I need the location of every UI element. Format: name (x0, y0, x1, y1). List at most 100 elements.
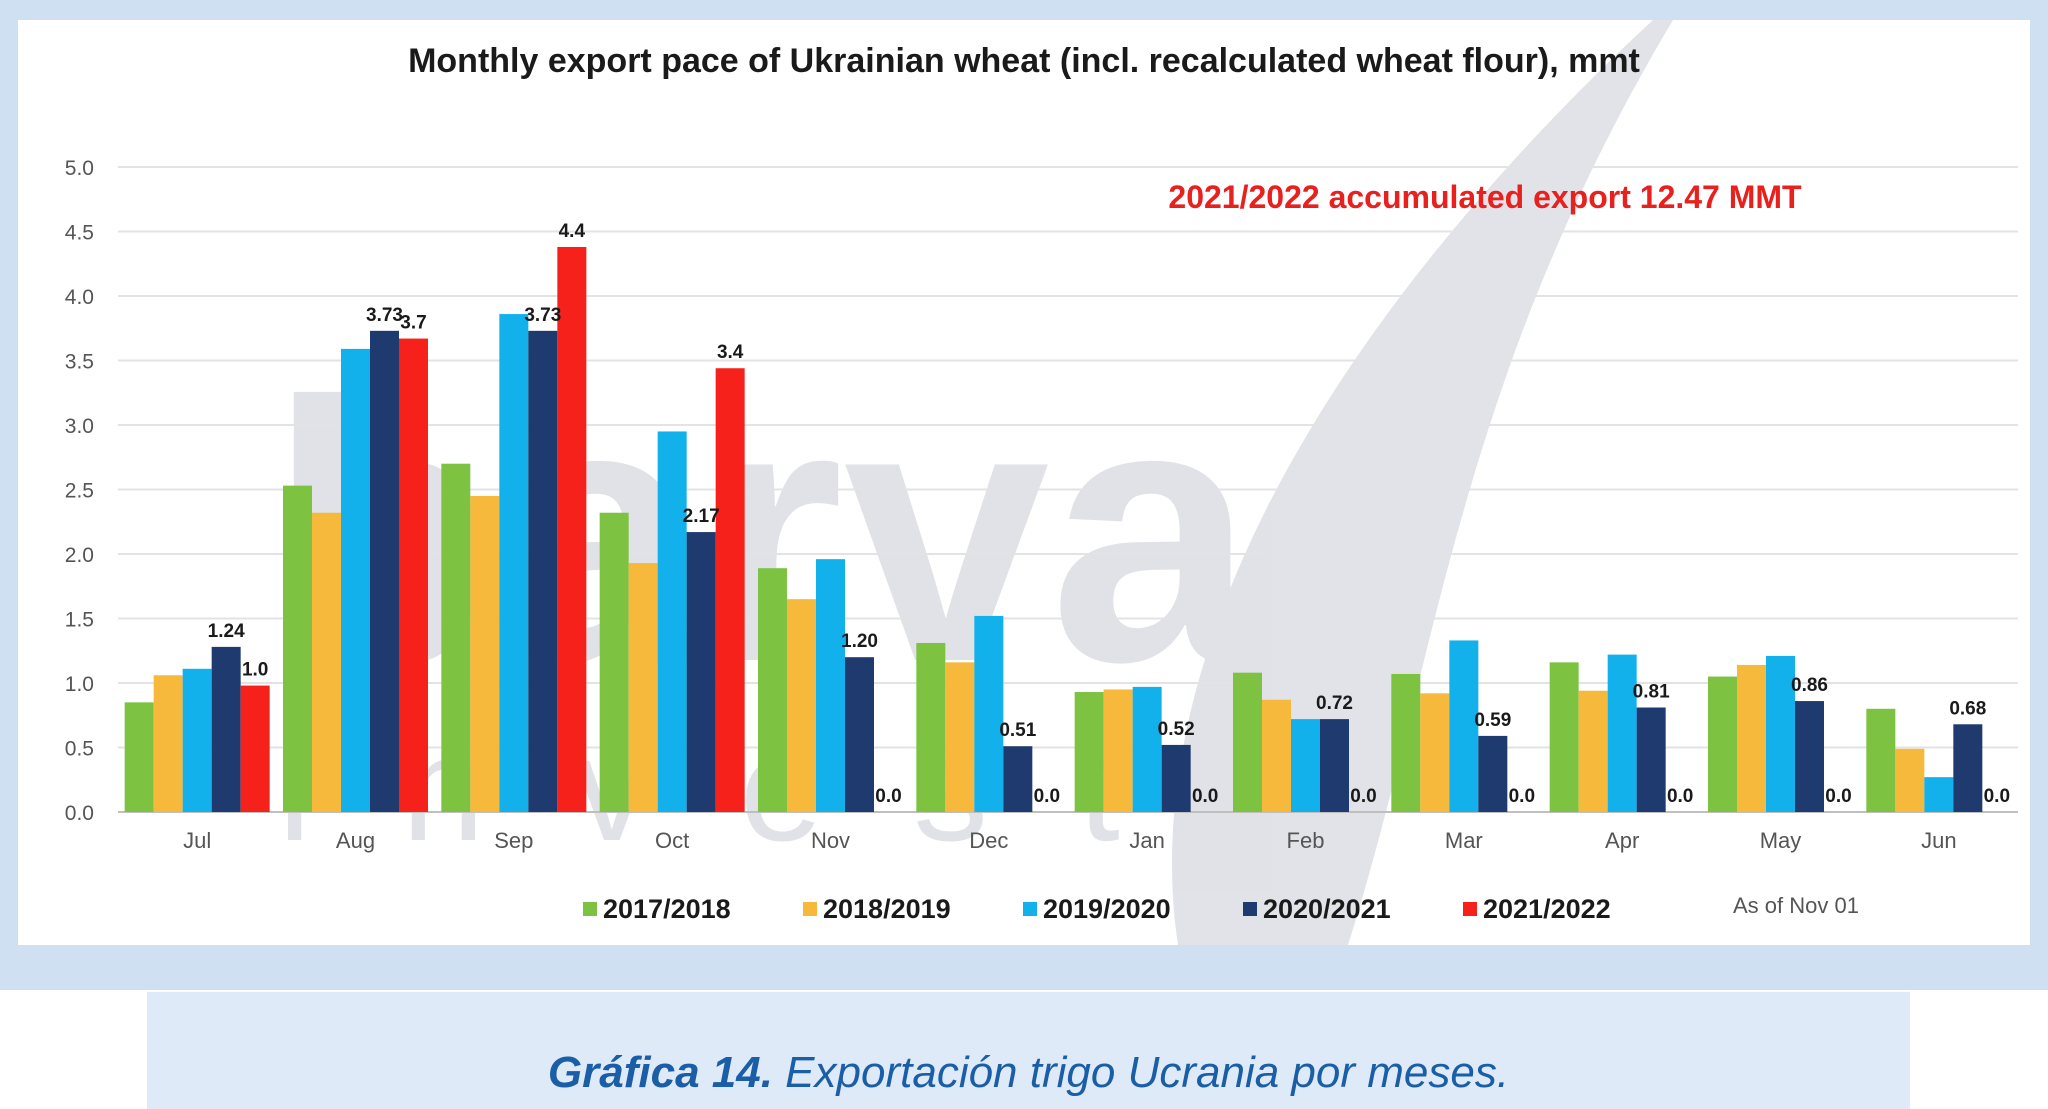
legend-label: 2020/2021 (1263, 894, 1391, 924)
y-tick-label: 3.5 (65, 351, 94, 374)
bar-2017-2018-aug (283, 485, 312, 812)
x-tick-label: Jan (1129, 828, 1164, 853)
grid-layer (118, 166, 2018, 813)
as-of-note: As of Nov 01 (1733, 893, 1859, 918)
y-tick-label: 1.5 (65, 609, 94, 632)
bar-2018-2019-jan (1103, 689, 1133, 812)
x-tick-label: Jun (1921, 828, 1956, 853)
figure-caption: Gráfica 14. Exportación trigo Ucrania po… (147, 1048, 1910, 1098)
bar-2020-2021-apr (1636, 707, 1666, 812)
bar-2018-2019-apr (1578, 690, 1608, 812)
bar-2017-2018-nov (758, 568, 787, 812)
bar-2020-2021-nov (845, 657, 874, 812)
x-tick-label: Sep (494, 828, 533, 853)
bar-2017-2018-sep (441, 463, 471, 812)
legend-swatch (1243, 902, 1257, 916)
bar-2019-2020-aug (341, 348, 370, 812)
data-label: 0.59 (1474, 710, 1511, 731)
bar-2019-2020-nov (816, 559, 845, 812)
data-label: 0.86 (1791, 675, 1828, 696)
bar-2021-2022-jul (240, 685, 270, 812)
data-label: 0.0 (875, 786, 901, 807)
data-label: 0.0 (1667, 786, 1693, 807)
watermark-logo: barva invest (268, 20, 1673, 945)
data-label: 0.0 (1825, 786, 1851, 807)
chart-legend: 2017/2018 2018/2019 2019/2020 2020/2021 2021… (583, 894, 1611, 924)
legend-label: 2017/2018 (603, 894, 731, 924)
data-label: 4.4 (559, 221, 586, 242)
bar-2019-2020-apr (1607, 654, 1637, 812)
data-label: 0.72 (1316, 693, 1353, 714)
data-label: 0.81 (1633, 682, 1670, 703)
legend-swatch (803, 902, 817, 916)
y-tick-label: 5.0 (65, 157, 94, 180)
bar-2017-2018-may (1708, 676, 1737, 812)
bar-2017-2018-jul (124, 702, 154, 812)
data-label: 1.24 (208, 621, 245, 642)
bar-2018-2019-may (1737, 664, 1766, 812)
bar-2020-2021-jan (1161, 744, 1191, 812)
data-label: 0.0 (1034, 786, 1060, 807)
data-label: 3.7 (400, 313, 426, 334)
bar-2018-2019-dec (945, 662, 975, 812)
bar-2017-2018-apr (1549, 662, 1579, 812)
data-label: 1.20 (841, 631, 878, 652)
legend-label: 2019/2020 (1043, 894, 1171, 924)
bar-2017-2018-oct (599, 512, 629, 812)
x-tick-label: Apr (1605, 828, 1639, 853)
bar-2018-2019-jun (1895, 748, 1925, 812)
x-tick-label: Jul (183, 828, 211, 853)
bar-2020-2021-jun (1953, 724, 1983, 812)
chart-title: Monthly export pace of Ukrainian wheat (… (408, 42, 1640, 80)
caption-text: Exportación trigo Ucrania por meses. (772, 1048, 1510, 1097)
bar-2019-2020-feb (1291, 719, 1320, 812)
bar-2017-2018-feb (1233, 672, 1262, 812)
x-tick-label: Feb (1287, 828, 1325, 853)
y-tick-label: 2.0 (65, 544, 94, 567)
bar-2018-2019-nov (787, 599, 816, 812)
x-tick-label: Nov (811, 828, 850, 853)
caption-box: Gráfica 14. Exportación trigo Ucrania po… (147, 992, 1910, 1109)
x-tick-label: Dec (969, 828, 1008, 853)
bar-2018-2019-oct (628, 563, 658, 812)
bar-2019-2020-jun (1924, 777, 1954, 812)
bar-2019-2020-oct (657, 431, 687, 812)
y-tick-label: 3.0 (65, 415, 94, 438)
bar-2019-2020-dec (974, 615, 1004, 812)
bar-2017-2018-dec (916, 643, 946, 812)
data-label: 0.0 (1192, 786, 1218, 807)
legend-label: 2018/2019 (823, 894, 951, 924)
bar-2019-2020-mar (1449, 640, 1479, 812)
data-label: 3.73 (524, 305, 561, 326)
y-tick-label: 4.0 (65, 286, 94, 309)
bar-2021-2022-oct (715, 368, 745, 812)
data-label: 0.0 (1509, 786, 1535, 807)
bar-2020-2021-oct (686, 532, 716, 812)
bar-2018-2019-aug (312, 512, 341, 812)
x-tick-label: Oct (655, 828, 689, 853)
accumulated-export-annotation: 2021/2022 accumulated export 12.47 MMT (1168, 179, 1802, 215)
data-label: 0.0 (1350, 786, 1376, 807)
data-label: 0.0 (1984, 786, 2010, 807)
legend-label: 2021/2022 (1483, 894, 1611, 924)
bar-2020-2021-sep (528, 330, 558, 812)
data-label: 1.0 (242, 660, 268, 681)
y-tick-label: 4.5 (65, 222, 94, 245)
bar-2020-2021-may (1795, 701, 1824, 812)
bar-2019-2020-may (1766, 655, 1795, 812)
bar-2020-2021-dec (1003, 746, 1033, 812)
bar-2018-2019-sep (470, 495, 500, 812)
label-layer: 0.0 0.5 1.0 1.5 2.0 2.5 3.0 3.5 4.0 4.5 5.0 1.24 1.0… (65, 157, 2010, 853)
bar-layer (124, 246, 1983, 813)
legend-swatch (1463, 902, 1477, 916)
data-label: 2.17 (683, 506, 720, 527)
data-label: 0.68 (1949, 698, 1986, 719)
data-label: 3.4 (717, 342, 744, 363)
bar-2021-2022-sep (557, 246, 587, 813)
y-tick-label: 0.0 (65, 802, 94, 825)
legend-swatch (1023, 902, 1037, 916)
x-tick-label: Mar (1445, 828, 1483, 853)
bar-2017-2018-jun (1866, 708, 1896, 812)
data-label: 0.51 (999, 720, 1036, 741)
bar-2018-2019-feb (1262, 699, 1291, 812)
